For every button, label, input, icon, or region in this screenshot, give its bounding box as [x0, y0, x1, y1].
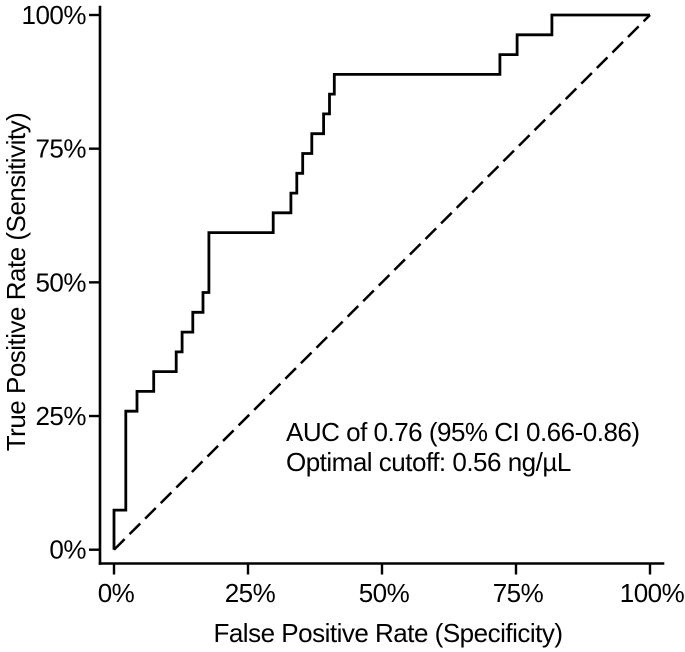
auc-annotation: AUC of 0.76 (95% CI 0.66-0.86) [286, 417, 640, 447]
y-axis-title: True Positive Rate (Sensitivity) [1, 113, 31, 451]
series-layer [112, 13, 651, 551]
y-tick-label: 25% [35, 401, 86, 431]
x-tick-label: 50% [359, 578, 410, 608]
roc-curve-line [112, 13, 650, 550]
y-tick-label: 50% [35, 267, 86, 297]
x-tick-label: 100% [620, 578, 685, 608]
x-tick-label: 75% [493, 578, 544, 608]
tick-label-layer: 0% 25% 50% 75% 100% 0% 25% 50% 75% 100% [22, 0, 685, 608]
reference-diagonal-line [113, 14, 651, 551]
cutoff-annotation: Optimal cutoff: 0.56 ng/µL [286, 447, 571, 477]
x-tick-label: 25% [225, 578, 276, 608]
y-tick-label: 75% [35, 134, 86, 164]
axes-layer [89, 5, 665, 575]
y-tick-label: 0% [49, 535, 86, 565]
y-tick-label: 100% [22, 0, 87, 30]
x-axis-title: False Positive Rate (Specificity) [213, 618, 562, 648]
x-tick-label: 0% [98, 578, 135, 608]
